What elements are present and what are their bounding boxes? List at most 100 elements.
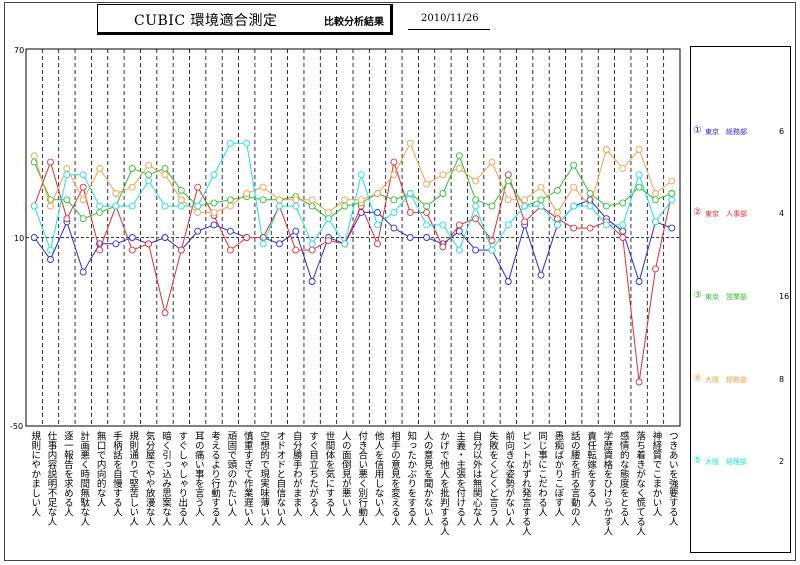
series-3-point	[619, 199, 627, 207]
series-3-point	[226, 196, 234, 204]
series-5-point	[472, 202, 480, 210]
category-label: 話の腰を折る言動の人	[568, 431, 580, 526]
category-label: 人の意見を聞かない人	[421, 431, 433, 526]
series-1-point	[161, 234, 169, 241]
series-2-point	[177, 246, 185, 254]
category-label: 感情的な態度をとる人	[617, 431, 629, 526]
category-label: 暗く引っ込み思案な人	[160, 431, 171, 526]
series-2-point	[439, 243, 447, 251]
series-4-point	[652, 190, 659, 197]
legend-marker: ①	[693, 125, 702, 136]
series-5-point	[177, 202, 185, 210]
series-2-point	[128, 246, 136, 254]
series-4-point	[439, 171, 447, 179]
series-1-point	[275, 240, 283, 248]
series-5-point	[259, 240, 267, 248]
series-2-point	[406, 208, 414, 216]
series-4-point	[112, 190, 120, 197]
series-2-point	[553, 215, 561, 223]
series-1-point	[112, 240, 120, 248]
series-4-point	[243, 190, 251, 197]
legend-marker: ②	[693, 207, 702, 218]
series-1-point	[308, 278, 316, 285]
series-5-point	[79, 171, 87, 179]
series-3-point	[668, 190, 676, 197]
series-4-point	[341, 196, 349, 204]
series-5-point	[553, 221, 561, 229]
series-5-point	[128, 202, 136, 210]
series-2-point	[194, 183, 202, 191]
category-label: 自分勝手わがまま人	[290, 431, 302, 517]
category-label: 前向きな姿勢がない人	[503, 431, 515, 526]
series-4-point	[619, 164, 627, 172]
series-5-point	[112, 202, 120, 210]
category-label: 付き合い悪く別行動人	[356, 431, 368, 526]
legend: ① 東京 総務部 6 ② 東京 人事部 4 ③ 東京 営業部 16 ④ 大阪 総務部 8 ⑤ 大阪 経理部…	[690, 46, 791, 553]
series-1-point	[79, 268, 87, 276]
series-4-point	[357, 196, 365, 204]
category-label: すぐ目立ちたがる人	[307, 431, 319, 517]
series-2-point	[308, 246, 316, 254]
series-2-point	[47, 158, 54, 166]
legend-item-2: ② 東京 人事部 4	[691, 207, 791, 221]
series-3-point	[390, 196, 398, 204]
series-5-point	[325, 215, 332, 223]
series-5-point	[619, 221, 627, 229]
category-label: 知ったかぶりをする人	[405, 431, 417, 526]
legend-item-1: ① 東京 総務部 6	[691, 125, 791, 139]
series-line-4	[33, 142, 673, 214]
series-4-point	[30, 152, 38, 160]
series-3-point	[439, 190, 447, 197]
legend-count: 4	[779, 209, 785, 218]
date-underline	[408, 29, 490, 30]
series-4-point	[406, 139, 414, 147]
series-2-point	[472, 215, 480, 223]
series-2-point	[570, 224, 578, 232]
series-5-point	[210, 171, 218, 179]
series-4-point	[472, 177, 480, 185]
series-2-point	[619, 234, 627, 241]
category-label: かげで他人を批判する人	[437, 431, 449, 536]
series-1-point	[226, 227, 234, 235]
series-3-point	[308, 202, 316, 210]
series-4-point	[325, 208, 332, 216]
category-label: 規則にやかましい人	[29, 431, 41, 517]
category-label: 空想的で現実味薄い人	[258, 431, 270, 526]
category-label: 他人を信用しない人	[372, 431, 384, 517]
series-5-point	[275, 202, 283, 210]
series-2-point	[390, 158, 398, 166]
series-4-point	[292, 196, 300, 204]
series-2-point	[63, 215, 71, 223]
series-4-point	[553, 208, 561, 216]
series-4-point	[668, 177, 676, 185]
series-2-point	[423, 208, 431, 216]
series-4-point	[455, 164, 463, 172]
legend-label: 東京 総務部	[705, 128, 747, 136]
series-2-point	[635, 378, 643, 386]
category-label: 考えるより行動する人	[209, 431, 220, 526]
category-label: 主義・主張を付ける人	[454, 431, 466, 526]
series-4-point	[537, 183, 545, 191]
series-4-point	[521, 196, 529, 204]
series-4-point	[275, 196, 283, 204]
category-label: 落ち着きがなく慌てる人	[634, 431, 646, 536]
series-1-point	[504, 278, 512, 285]
series-3-point	[553, 186, 561, 194]
series-5-point	[586, 202, 594, 210]
series-2-point	[292, 246, 300, 254]
category-label: 逐一報告を求める人	[61, 431, 73, 517]
series-5-point	[439, 221, 447, 229]
series-2-point	[586, 224, 594, 232]
legend-label: 東京 営業部	[705, 293, 747, 301]
series-2-point	[374, 240, 381, 248]
series-4-point	[374, 190, 381, 197]
series-2-point	[652, 265, 659, 273]
legend-item-5: ⑤ 大阪 経理部 2	[691, 455, 791, 469]
series-4-point	[226, 202, 234, 210]
series-4-point	[96, 164, 104, 172]
series-2-point	[488, 237, 496, 245]
category-label: 計画悪く時間無駄な人	[78, 431, 90, 526]
legend-marker: ④	[693, 373, 702, 384]
y-tick-max: 70	[14, 46, 25, 55]
